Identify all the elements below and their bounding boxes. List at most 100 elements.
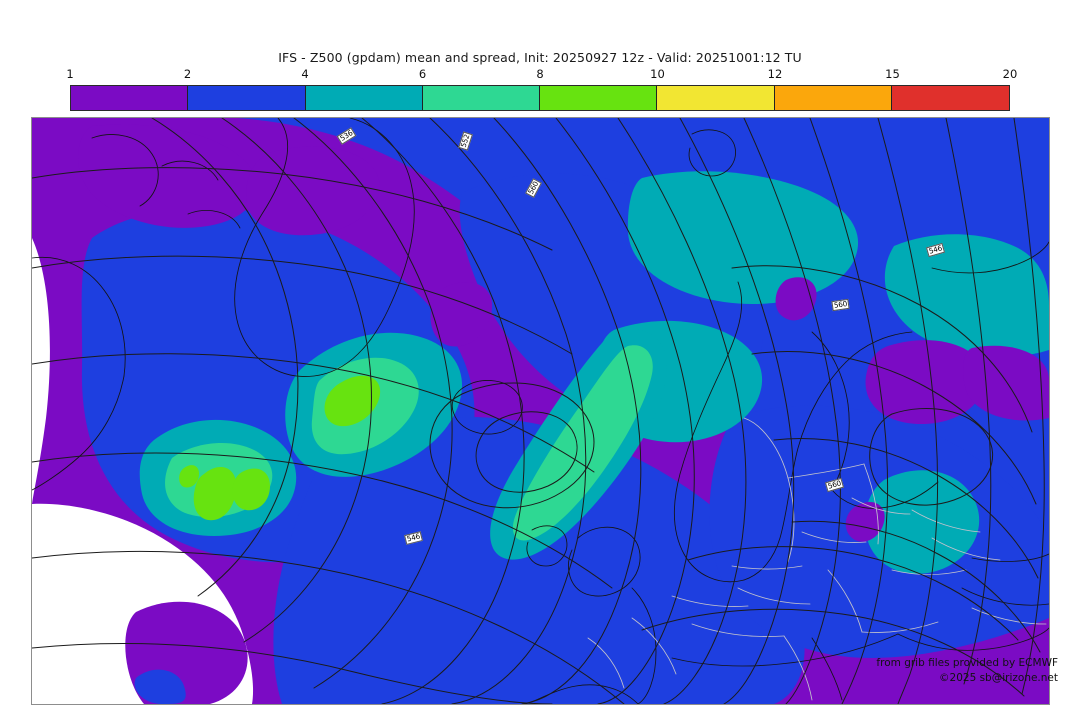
colorbar-segment-15-20: [891, 86, 1009, 110]
contour-layer: [32, 118, 1045, 704]
colorbar-tick-4: 4: [301, 67, 309, 81]
contour-line-18: [32, 550, 625, 704]
contour-line-11: [877, 118, 939, 704]
contour-line-28: [869, 408, 994, 506]
contour-line-15: [32, 255, 573, 355]
shading-green-greenland: [324, 375, 381, 427]
contour-line-16: [32, 353, 595, 473]
country-border-1: [787, 463, 865, 479]
country-border-4: [737, 587, 811, 605]
contour-line-22: [773, 437, 1039, 579]
page-title: IFS - Z500 (gpdam) mean and spread, Init…: [278, 50, 802, 65]
country-border-8: [827, 569, 863, 633]
shading-blue-atlantic-trough: [273, 416, 805, 704]
contour-line-23: [791, 520, 1041, 653]
contour-line-24: [687, 546, 1019, 641]
contour-line-9: [743, 118, 841, 704]
domain-mask-west: [32, 238, 50, 504]
coastline-17: [91, 134, 159, 207]
coastline-6: [831, 481, 939, 509]
contour-line-2: [293, 118, 453, 689]
contour-line-14: [32, 167, 553, 251]
shading-spring-band: [512, 345, 653, 541]
coastline-21: [931, 241, 1049, 274]
coastline-4: [845, 331, 913, 363]
contour-line-26: [429, 382, 595, 509]
spread-shading: [32, 118, 1049, 704]
contour-line-20: [731, 265, 1033, 433]
contour-line-10: [809, 118, 889, 704]
coastline-5: [811, 331, 850, 491]
coastline-1: [451, 380, 523, 435]
shading-purple-arc: [775, 277, 817, 321]
colorbar-tick-12: 12: [767, 67, 783, 81]
coastline-7: [568, 526, 641, 597]
country-border-5: [671, 595, 749, 607]
map-svg: [32, 118, 1049, 704]
contour-line-13: [1013, 118, 1045, 695]
shading-green-core-2: [232, 468, 270, 511]
contour-line-7: [617, 118, 747, 704]
shading-island-blue: [134, 669, 186, 704]
contour-line-5: [493, 118, 642, 704]
colorbar-segment-12-15: [774, 86, 892, 110]
colorbar-tick-2: 2: [183, 67, 192, 81]
country-border-12: [911, 509, 981, 533]
coastline-15: [32, 256, 126, 377]
contour-line-6: [555, 118, 695, 704]
map-canvas[interactable]: 536 552 560 546 560 546 560: [31, 117, 1050, 705]
country-border-2: [863, 463, 879, 545]
colorbar-segment-4-6: [305, 86, 423, 110]
coastline-20: [688, 129, 736, 177]
country-border-14: [587, 637, 625, 689]
country-border-17: [971, 607, 1047, 625]
colorbar-tick-10: 10: [650, 67, 665, 81]
contour-line-17: [32, 452, 613, 589]
colorbar-tick-20: 20: [1002, 67, 1018, 81]
shading-purple-nw: [78, 124, 257, 228]
contour-line-27: [475, 411, 578, 493]
colorbar-tick-15: 15: [885, 67, 900, 81]
country-border-11: [931, 537, 1001, 561]
coastline-2: [674, 281, 745, 583]
attribution-source: from grib files provided by ECMWF: [876, 657, 1058, 669]
contour-line-3: [361, 118, 525, 704]
coastline-22: [971, 553, 1049, 562]
shading-teal-arctic: [627, 171, 859, 305]
coastline-13: [811, 637, 843, 701]
country-border-3: [731, 565, 803, 570]
shading-green-core-1: [193, 467, 237, 521]
coastline-19: [187, 210, 241, 229]
attribution-copyright: ©2025 sb@irizone.net: [939, 672, 1058, 684]
colorbar: 1 2 4 6 8 10 12 15 20: [66, 67, 1017, 111]
colorbar-segments: [70, 85, 1010, 111]
contour-line-19: [32, 643, 553, 704]
attribution: from grib files provided by ECMWF ©2025 …: [876, 656, 1058, 686]
coastline-8: [526, 525, 568, 567]
contour-line-0: [151, 118, 299, 597]
country-border-15: [851, 497, 911, 515]
colorbar-segment-2-4: [188, 86, 306, 110]
coastline-23: [961, 587, 1049, 606]
colorbar-tick-labels: 1 2 4 6 8 10 12 15 20: [66, 67, 1017, 83]
country-border-10: [891, 569, 967, 575]
contour-line-8: [679, 118, 795, 704]
country-border-6: [691, 623, 785, 637]
colorbar-tick-6: 6: [418, 67, 427, 81]
colorbar-tick-8: 8: [536, 67, 544, 81]
contour-line-4: [429, 118, 587, 704]
colorbar-tick-1: 1: [66, 67, 74, 81]
contour-line-1: [221, 118, 372, 643]
coastline-9: [631, 587, 657, 704]
shading-purple-gl: [430, 282, 493, 347]
shading-purple-ne: [865, 340, 986, 424]
country-border-16: [801, 531, 867, 543]
coastline-18: [161, 160, 219, 181]
geography-layer: [32, 118, 1049, 704]
colorbar-segment-6-8: [422, 86, 540, 110]
coastline-3: [743, 361, 847, 581]
shading-purple-alp: [845, 501, 885, 542]
colorbar-segment-8-10: [540, 86, 658, 110]
shading-teal-northeast: [884, 234, 1049, 357]
